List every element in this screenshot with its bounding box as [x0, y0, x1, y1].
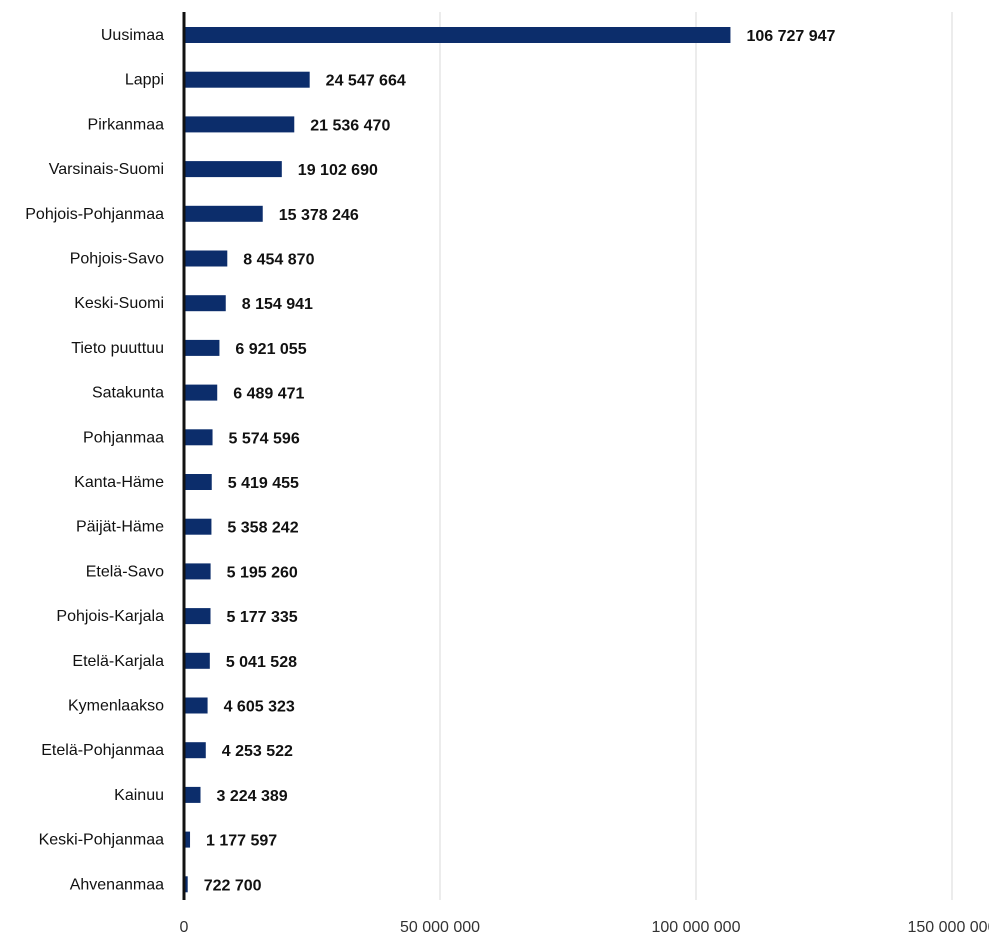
x-tick-label: 100 000 000 [652, 919, 741, 936]
category-label: Kanta-Häme [74, 474, 164, 491]
x-tick-label: 0 [180, 919, 189, 936]
data-label: 5 358 242 [227, 520, 298, 537]
bar [184, 697, 208, 714]
category-label: Varsinais-Suomi [49, 161, 164, 178]
data-label: 6 921 055 [235, 341, 306, 358]
data-label: 8 154 941 [242, 296, 313, 313]
data-label: 8 454 870 [243, 252, 314, 269]
category-label: Kainuu [114, 787, 164, 804]
category-label: Etelä-Pohjanmaa [41, 742, 164, 759]
data-label: 5 177 335 [227, 609, 298, 626]
x-axis-tick-labels: 0 50 000 000 100 000 000 150 000 000 [180, 919, 989, 936]
bar [184, 563, 211, 580]
bars [184, 27, 731, 893]
bar [184, 295, 226, 312]
bar [184, 518, 212, 535]
category-label: Päijät-Häme [76, 519, 164, 536]
category-label: Lappi [125, 72, 164, 89]
x-tick-label: 150 000 000 [908, 919, 989, 936]
bar [184, 742, 206, 759]
bar [184, 608, 211, 625]
data-label: 19 102 690 [298, 162, 378, 179]
data-label: 3 224 389 [217, 788, 288, 805]
data-label: 5 419 455 [228, 475, 299, 492]
bar [184, 205, 263, 222]
value-labels: 106 727 947 24 547 664 21 536 470 19 102 69… [204, 28, 836, 894]
data-label: 15 378 246 [279, 207, 359, 224]
data-label: 4 253 522 [222, 743, 293, 760]
category-label: Pohjois-Pohjanmaa [25, 206, 164, 223]
data-label: 5 574 596 [229, 430, 300, 447]
category-label: Uusimaa [101, 27, 164, 44]
category-label: Pirkanmaa [88, 116, 165, 133]
bar [184, 474, 212, 490]
bar [184, 786, 201, 803]
bar [184, 876, 188, 893]
data-label: 106 727 947 [746, 28, 835, 45]
data-label: 1 177 597 [206, 833, 277, 850]
bar [184, 27, 731, 43]
category-label: Pohjanmaa [83, 429, 164, 446]
data-label: 24 547 664 [326, 73, 406, 90]
category-label: Ahvenanmaa [70, 876, 164, 893]
category-label: Pohjois-Savo [70, 251, 164, 268]
bar [184, 71, 310, 88]
bar [184, 161, 282, 178]
category-label: Keski-Pohjanmaa [39, 832, 165, 849]
data-label: 722 700 [204, 877, 262, 894]
category-label: Kymenlaakso [68, 698, 164, 715]
bar [184, 652, 210, 669]
bar [184, 116, 295, 133]
data-label: 5 195 260 [227, 564, 298, 581]
category-label: Etelä-Karjala [72, 653, 164, 670]
data-label: 21 536 470 [310, 117, 390, 134]
category-label: Keski-Suomi [74, 295, 164, 312]
category-labels: Uusimaa Lappi Pirkanmaa Varsinais-Suomi Pohj… [25, 27, 164, 893]
x-tick-label: 50 000 000 [400, 919, 480, 936]
bar [184, 429, 213, 446]
bar [184, 339, 220, 356]
bar [184, 250, 228, 267]
bar [184, 384, 218, 401]
category-label: Etelä-Savo [86, 563, 164, 580]
category-label: Tieto puuttuu [71, 340, 164, 357]
data-label: 6 489 471 [233, 386, 304, 403]
category-label: Satakunta [92, 385, 164, 402]
data-label: 5 041 528 [226, 654, 297, 671]
bar [184, 831, 191, 848]
gridlines [439, 12, 953, 900]
category-label: Pohjois-Karjala [56, 608, 164, 625]
data-label: 4 605 323 [224, 699, 295, 716]
